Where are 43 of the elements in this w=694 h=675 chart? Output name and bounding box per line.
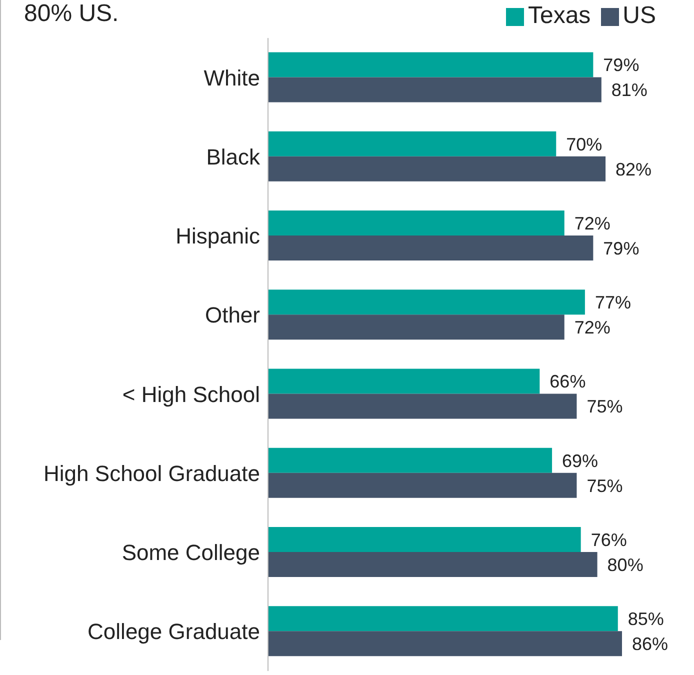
y-tick-label: White xyxy=(204,65,260,90)
data-label: 77% xyxy=(594,292,631,313)
bar xyxy=(268,235,594,260)
y-tick-label: Hispanic xyxy=(176,224,260,249)
bar xyxy=(268,472,577,498)
data-label: 85% xyxy=(628,609,664,630)
legend-label: US xyxy=(622,2,656,29)
bar xyxy=(268,210,564,236)
bar xyxy=(268,290,585,315)
bar xyxy=(268,131,556,156)
bar xyxy=(268,606,618,632)
data-label: 72% xyxy=(574,213,610,234)
data-label: 80% xyxy=(607,554,644,575)
y-tick-label: College Graduate xyxy=(88,619,260,644)
bar xyxy=(268,77,602,102)
data-label: 69% xyxy=(562,450,598,471)
bar xyxy=(268,394,577,419)
data-label: 70% xyxy=(566,134,602,154)
y-tick-label: High School Graduate xyxy=(44,460,260,486)
bar xyxy=(268,52,594,78)
bar xyxy=(268,631,622,656)
data-label: 76% xyxy=(590,530,627,550)
bar xyxy=(268,368,540,394)
text: 80% US. xyxy=(24,0,119,28)
y-tick-label: Black xyxy=(206,144,261,170)
data-label: 75% xyxy=(586,396,623,417)
data-label: 86% xyxy=(632,634,668,654)
bar xyxy=(268,156,606,182)
data-label: 79% xyxy=(603,238,640,258)
bar xyxy=(268,526,581,552)
data-label: 79% xyxy=(603,55,640,76)
y-tick-label: Some College xyxy=(122,540,260,566)
y-tick-label: Other xyxy=(204,302,260,328)
data-label: 72% xyxy=(574,318,610,338)
data-label: 82% xyxy=(616,159,652,180)
legend-label: Texas xyxy=(528,2,591,29)
y-tick-label: < High School xyxy=(122,382,260,407)
data-label: 81% xyxy=(611,80,648,100)
bar xyxy=(268,448,552,473)
data-label: 66% xyxy=(550,372,586,392)
bar xyxy=(268,552,598,577)
bar xyxy=(268,314,564,340)
data-label: 75% xyxy=(586,476,623,496)
